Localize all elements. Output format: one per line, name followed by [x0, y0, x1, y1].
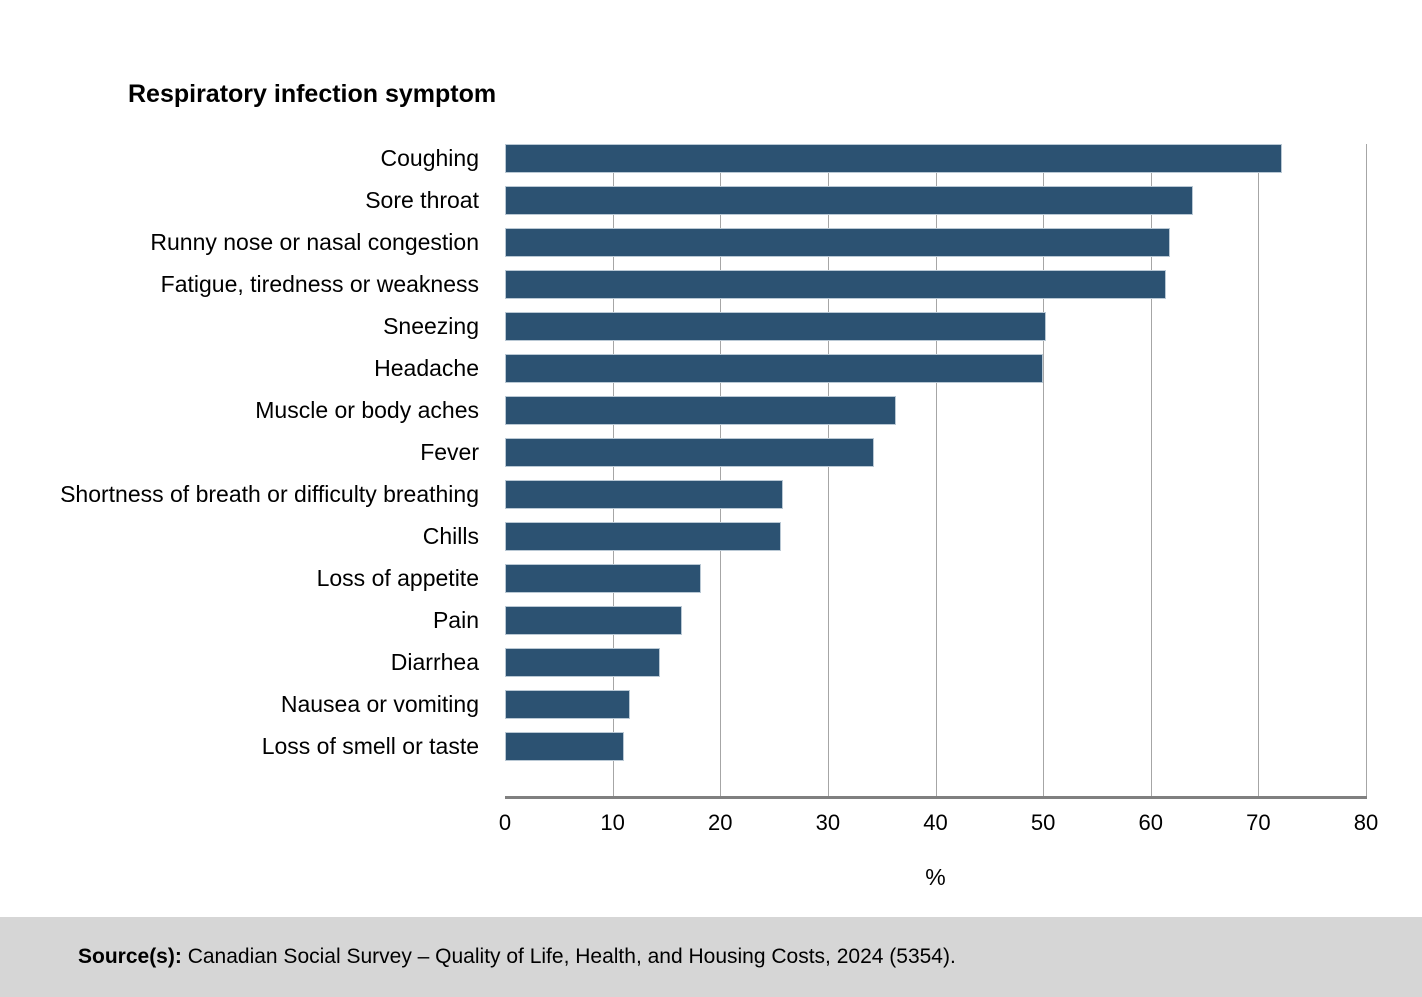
x-axis-tick-labels: 0 10 20 30 40 50 60 70 80	[499, 810, 1378, 840]
x-tick-label-20: 20	[708, 810, 733, 835]
category-label: Sneezing	[383, 313, 479, 339]
bar	[505, 354, 1044, 383]
bar	[505, 228, 1171, 257]
category-label: Fever	[420, 439, 479, 465]
gridline-60	[1150, 144, 1152, 797]
gridline-20	[720, 144, 722, 797]
category-label: Runny nose or nasal congestion	[150, 229, 479, 255]
bar	[505, 732, 625, 761]
gridline-80	[1366, 144, 1367, 797]
category-label: Diarrhea	[390, 649, 479, 675]
source-band: Source(s): Canadian Social Survey – Qual…	[0, 917, 1422, 997]
x-tick-label-60: 60	[1138, 810, 1163, 835]
x-tick-label-30: 30	[815, 810, 841, 835]
category-label: Muscle or body aches	[255, 397, 479, 423]
category-label: Chills	[422, 523, 479, 549]
bar	[505, 480, 783, 509]
category-label: Loss of smell or taste	[261, 733, 479, 759]
gridline-50	[1043, 144, 1045, 797]
source-text: Source(s): Canadian Social Survey – Qual…	[78, 945, 956, 969]
plot-area	[505, 144, 1367, 797]
x-tick-label-80: 80	[1353, 810, 1379, 835]
category-axis-labels: Coughing Sore throat Runny nose or nasal c…	[0, 144, 479, 797]
bar	[505, 606, 682, 635]
bar	[505, 564, 701, 593]
category-label: Shortness of breath or difficulty breath…	[60, 481, 479, 507]
bar	[505, 648, 660, 677]
category-label: Nausea or vomiting	[280, 691, 479, 717]
x-tick-label-70: 70	[1246, 810, 1271, 835]
bar	[505, 438, 875, 467]
category-label: Loss of appetite	[316, 565, 479, 591]
source-label: Source(s):	[78, 945, 182, 968]
gridline-10	[612, 144, 614, 797]
source-citation: Canadian Social Survey – Quality of Life…	[181, 945, 956, 968]
x-tick-label-50: 50	[1030, 810, 1056, 835]
gridline-70	[1258, 144, 1260, 797]
x-tick-label-0: 0	[498, 810, 512, 835]
gridline-30	[827, 144, 829, 797]
category-label: Fatigue, tiredness or weakness	[160, 271, 479, 297]
category-label: Headache	[374, 355, 479, 381]
chart-title: Respiratory infection symptom	[128, 80, 497, 108]
bar	[505, 312, 1047, 341]
x-axis-title: %	[925, 864, 946, 890]
bar	[505, 690, 630, 719]
bar	[505, 396, 896, 425]
category-label: Coughing	[380, 145, 479, 171]
bar	[505, 144, 1283, 173]
bar	[505, 270, 1166, 299]
bar	[505, 522, 781, 551]
gridline-40	[935, 144, 937, 797]
category-label: Sore throat	[365, 187, 479, 213]
x-axis-line	[505, 796, 1367, 799]
x-tick-label-40: 40	[923, 810, 948, 835]
bar	[505, 186, 1193, 215]
x-tick-label-10: 10	[600, 810, 625, 835]
category-label: Pain	[432, 607, 479, 633]
